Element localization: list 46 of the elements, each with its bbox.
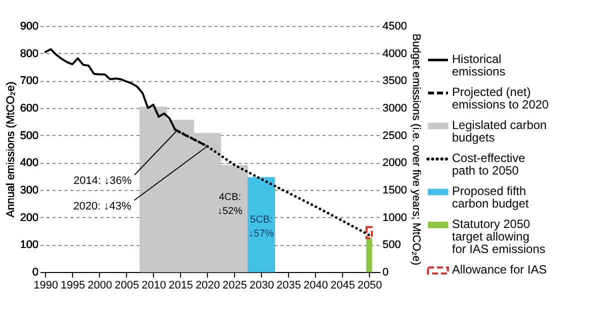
x-tick-label: 1990 — [34, 280, 58, 292]
y-tick-label: 800 — [20, 48, 38, 60]
y-tick-label: 600 — [20, 102, 38, 114]
y2-tick-label: 500 — [382, 239, 401, 252]
y-tick-label: 700 — [20, 75, 38, 88]
y2-tick-label: 2500 — [382, 130, 407, 142]
legend-label: Statutory 2050 target allowing for IAS emissions — [452, 217, 546, 256]
y-tick-label: 300 — [20, 184, 38, 196]
y2-axis-title: Budget emissions (i.e. over five years; MtCO₂e) — [410, 34, 422, 266]
x-tick-label: 2050 — [357, 280, 382, 292]
x-tick-label: 2015 — [168, 280, 194, 292]
legend-label: Historical emissions — [452, 52, 506, 78]
legend-label: Legislated carbon budgets — [452, 118, 547, 144]
x-tick-label: 2040 — [303, 280, 328, 292]
legend-label: Allowance for IAS — [452, 262, 547, 276]
y2-tick-label: 1500 — [382, 184, 407, 196]
y-tick-label: 100 — [20, 239, 38, 252]
y-tick-label: 400 — [20, 157, 38, 170]
y2-tick-label: 2000 — [382, 157, 407, 170]
y-axis-title: Annual emissions (MtCO₂e) — [5, 82, 18, 218]
x-tick-label: 2045 — [330, 280, 355, 292]
x-tick-label: 2010 — [142, 280, 166, 292]
annotation: 5CB: ↓57% — [248, 214, 274, 240]
x-tick-label: 2025 — [222, 280, 248, 292]
x-tick-label: 2030 — [250, 280, 274, 292]
legend-label: Projected (net) emissions to 2020 — [452, 85, 550, 112]
legend-label: Cost-effective path to 2050 — [452, 151, 526, 178]
annotation: 2020: ↓43% — [73, 200, 132, 212]
y-tick-label: 900 — [20, 20, 38, 32]
y2-tick-label: 3500 — [382, 75, 407, 88]
y-tick-label: 200 — [20, 212, 38, 224]
x-tick-label: 2000 — [88, 280, 112, 292]
legend-label: Proposed fifth carbon budget — [452, 184, 530, 210]
y2-tick-label: 4000 — [382, 48, 407, 60]
annotation: 4CB: ↓52% — [217, 192, 243, 218]
y-tick-label: 0 — [32, 266, 38, 278]
x-tick-label: 2005 — [114, 280, 140, 292]
y2-tick-label: 3000 — [382, 102, 407, 114]
y2-tick-label: 0 — [382, 266, 389, 278]
x-tick-label: 1995 — [60, 280, 86, 292]
y-tick-label: 500 — [20, 130, 38, 142]
x-tick-label: 2035 — [276, 280, 301, 292]
annotation: 2014: ↓36% — [74, 174, 132, 187]
y2-tick-label: 1000 — [382, 212, 407, 224]
y2-tick-label: 4500 — [382, 20, 407, 32]
x-tick-label: 2020 — [196, 280, 220, 292]
